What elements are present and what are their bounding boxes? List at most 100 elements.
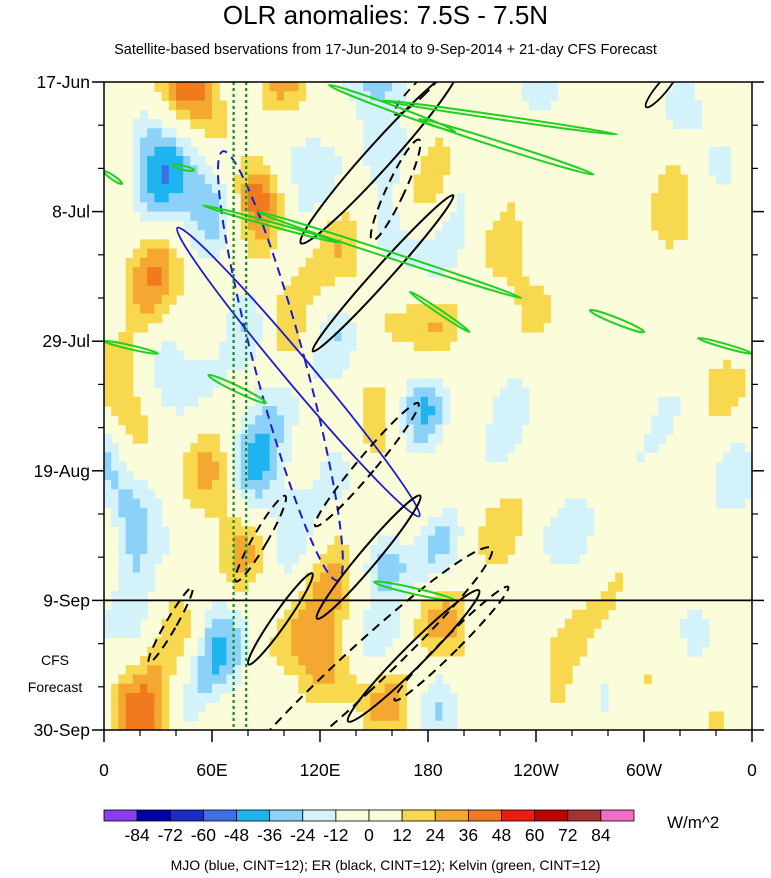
- heatmap-cell: [680, 628, 688, 639]
- heatmap-cell: [442, 406, 451, 416]
- heatmap-cell: [406, 239, 415, 250]
- heatmap-cell: [190, 498, 199, 509]
- heatmap-cell: [449, 637, 458, 648]
- heatmap-cell: [694, 119, 703, 129]
- heatmap-cell: [327, 174, 335, 185]
- heatmap-cell: [219, 202, 227, 213]
- heatmap-cell: [356, 109, 364, 120]
- heatmap-cell: [262, 415, 271, 426]
- heatmap-cell: [154, 498, 163, 509]
- heatmap-cell: [125, 331, 134, 342]
- heatmap-cell: [226, 683, 235, 694]
- heatmap-cell: [420, 174, 429, 185]
- heatmap-cell: [140, 683, 148, 694]
- heatmap-cell: [370, 415, 379, 426]
- heatmap-cell: [341, 248, 350, 259]
- heatmap-cell: [168, 276, 177, 287]
- heatmap-cell: [550, 665, 559, 676]
- heatmap-cell: [521, 387, 530, 398]
- colorbar-label: 72: [558, 825, 577, 845]
- heatmap-cell: [140, 322, 148, 333]
- heatmap-cell: [118, 489, 127, 500]
- heatmap-cell: [528, 304, 537, 315]
- heatmap-cell: [449, 304, 458, 315]
- heatmap-cell: [168, 156, 177, 166]
- heatmap-cell: [500, 554, 508, 564]
- heatmap-cell: [140, 202, 148, 213]
- heatmap-cell: [168, 618, 177, 629]
- heatmap-cell: [521, 91, 530, 102]
- heatmap-cell: [219, 600, 227, 611]
- heatmap-cell: [744, 461, 752, 472]
- heatmap-cell: [212, 637, 220, 648]
- forecast-label-line2: Forecast: [28, 679, 83, 695]
- heatmap-cell: [154, 174, 163, 185]
- heatmap-cell: [147, 174, 155, 185]
- heatmap-cell: [276, 406, 285, 416]
- heatmap-cell: [327, 220, 335, 231]
- heatmap-cell: [384, 618, 393, 629]
- heatmap-cell: [248, 489, 256, 500]
- heatmap-cell: [557, 544, 566, 555]
- heatmap-cell: [154, 526, 163, 537]
- heatmap-cell: [406, 313, 415, 324]
- heatmap-cell: [140, 526, 148, 537]
- heatmap-cell: [125, 378, 134, 389]
- heatmap-cell: [334, 267, 343, 277]
- heatmap-cell: [132, 267, 141, 277]
- heatmap-cell: [406, 406, 415, 416]
- heatmap-cell: [377, 628, 386, 639]
- heatmap-cell: [456, 239, 465, 250]
- heatmap-cell: [327, 655, 335, 666]
- heatmap-cell: [327, 692, 335, 703]
- heatmap-cell: [370, 165, 379, 176]
- heatmap-cell: [593, 618, 602, 629]
- heatmap-cell: [298, 498, 307, 509]
- heatmap-cell: [104, 480, 112, 490]
- heatmap-cell: [154, 257, 163, 268]
- heatmap-cell: [320, 563, 328, 574]
- heatmap-cell: [219, 480, 227, 490]
- heatmap-cell: [219, 100, 227, 111]
- heatmap-cell: [334, 257, 343, 268]
- heatmap-cell: [147, 507, 155, 518]
- heatmap-cell: [132, 183, 141, 194]
- heatmap-cell: [327, 665, 335, 676]
- heatmap-cell: [363, 433, 371, 444]
- heatmap-cell: [327, 257, 335, 268]
- heatmap-cell: [168, 294, 177, 305]
- heatmap-cell: [687, 628, 695, 639]
- heatmap-cell: [132, 507, 141, 518]
- heatmap-cell: [276, 294, 285, 305]
- heatmap-cell: [341, 480, 350, 490]
- heatmap-cell: [140, 609, 148, 620]
- heatmap-cell: [399, 692, 407, 703]
- heatmap-cell: [392, 211, 400, 222]
- heatmap-cell: [730, 368, 739, 379]
- heatmap-cell: [197, 100, 206, 111]
- heatmap-cell: [291, 498, 299, 509]
- heatmap-cell: [190, 702, 199, 713]
- heatmap-cell: [370, 119, 379, 129]
- heatmap-cell: [176, 100, 184, 111]
- heatmap-cell: [348, 239, 357, 250]
- heatmap-cell: [449, 628, 458, 639]
- heatmap-cell: [132, 720, 141, 730]
- heatmap-cell: [204, 128, 213, 139]
- heatmap-cell: [291, 618, 299, 629]
- heatmap-cell: [154, 304, 163, 315]
- heatmap-cell: [212, 193, 220, 203]
- heatmap-cell: [161, 359, 170, 370]
- heatmap-cell: [442, 507, 451, 518]
- heatmap-cell: [449, 239, 458, 250]
- heatmap-cell: [420, 628, 429, 639]
- heatmap-cell: [233, 470, 242, 481]
- heatmap-cell: [377, 396, 386, 407]
- heatmap-cell: [125, 591, 134, 601]
- heatmap-cell: [507, 220, 515, 231]
- heatmap-cell: [255, 480, 263, 490]
- heatmap-cell: [377, 646, 386, 657]
- heatmap-cell: [140, 119, 148, 129]
- heatmap-cell: [716, 165, 724, 176]
- heatmap-cell: [212, 665, 220, 676]
